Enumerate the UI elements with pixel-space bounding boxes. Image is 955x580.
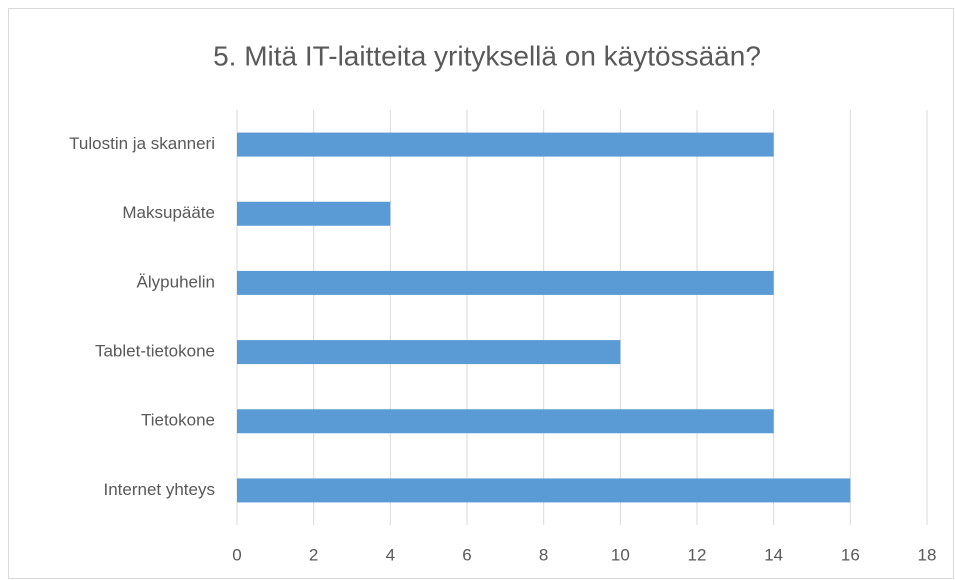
x-tick-label: 10: [611, 545, 630, 564]
chart-title: 5. Mitä IT-laitteita yrityksellä on käyt…: [213, 40, 761, 71]
bar: [237, 409, 774, 434]
bar: [237, 340, 621, 365]
x-tick-label: 12: [688, 545, 707, 564]
y-tick-label: Tablet-tietokone: [95, 342, 215, 361]
y-tick-label: Älypuhelin: [137, 272, 215, 291]
bar: [237, 132, 774, 157]
x-tick-label: 14: [764, 545, 783, 564]
y-tick-label: Tulostin ja skanneri: [69, 134, 215, 153]
y-tick-label: Maksupääte: [122, 203, 215, 222]
x-tick-label: 0: [232, 545, 241, 564]
bar: [237, 478, 851, 503]
x-tick-label: 18: [918, 545, 937, 564]
x-tick-label: 6: [462, 545, 471, 564]
x-tick-label: 2: [309, 545, 318, 564]
y-tick-label: Internet yhteys: [103, 480, 215, 499]
y-tick-label: Tietokone: [141, 411, 215, 430]
bar: [237, 201, 391, 226]
bar: [237, 270, 774, 295]
x-tick-label: 16: [841, 545, 860, 564]
x-tick-label: 4: [386, 545, 395, 564]
x-tick-label: 8: [539, 545, 548, 564]
